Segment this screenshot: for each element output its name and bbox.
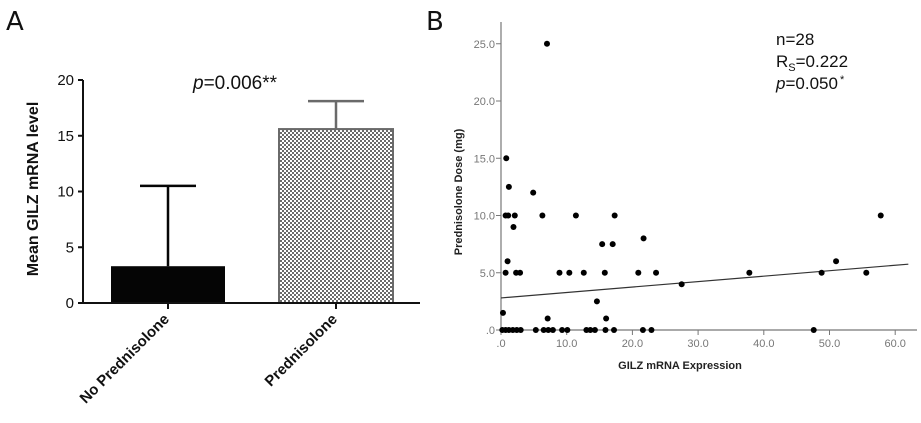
y-tick-label: 5.0 <box>480 268 495 280</box>
data-point <box>593 298 600 305</box>
data-point <box>517 327 524 333</box>
data-point <box>678 281 685 288</box>
data-point <box>543 40 550 47</box>
y-tick-label: 25.0 <box>474 39 495 51</box>
data-point <box>503 155 510 162</box>
data-point <box>609 241 616 248</box>
y-tick-label: 20.0 <box>474 96 495 108</box>
y-axis-title: Prednisolone Dose (mg) <box>453 128 465 255</box>
data-point <box>502 269 509 276</box>
data-point <box>505 183 512 190</box>
category-label: Prednisolone <box>262 311 341 390</box>
x-tick-label: 60.0 <box>884 338 905 350</box>
data-point <box>611 327 618 333</box>
bar-prednisolone <box>278 128 394 304</box>
rs-value: =0.222 <box>796 52 848 71</box>
category-label: No Prednisolone <box>77 311 173 407</box>
y-axis-ticks: 0 5 10 15 20 <box>57 72 83 312</box>
data-point <box>818 269 825 276</box>
y-axis-ticks: .0 5.0 10.0 15.0 20.0 25.0 <box>474 39 501 337</box>
data-point <box>556 269 563 276</box>
stats-box: n=28 RS=0.222 p=0.050 * <box>775 30 848 93</box>
y-tick-label: 10.0 <box>474 211 495 223</box>
data-point <box>572 212 579 219</box>
data-point <box>653 269 660 276</box>
data-point <box>544 315 551 322</box>
y-tick-label: .0 <box>486 325 495 337</box>
data-point <box>530 189 537 196</box>
data-point <box>877 212 884 219</box>
y-axis-title: Mean GILZ mRNA level <box>25 102 42 277</box>
data-point <box>564 327 571 333</box>
y-tick-label: 5 <box>66 239 74 256</box>
data-point <box>545 327 552 333</box>
data-point <box>648 327 655 333</box>
rs-main: R <box>776 52 788 71</box>
data-point <box>505 212 512 219</box>
y-tick-label: 15.0 <box>474 153 495 165</box>
y-tick-label: 0 <box>66 295 74 312</box>
data-point <box>566 269 573 276</box>
data-point <box>540 327 547 333</box>
category-labels: No Prednisolone Prednisolone <box>77 303 341 407</box>
data-point <box>549 327 556 333</box>
stat-rs: RS=0.222 <box>776 52 848 74</box>
x-tick-label: 40.0 <box>753 338 774 350</box>
p-italic: p <box>775 74 785 93</box>
y-tick-label: 10 <box>57 184 74 201</box>
data-point <box>833 258 840 265</box>
p-value-annotation: p=0.006** <box>192 73 278 94</box>
p-value: =0.050 <box>785 74 837 93</box>
data-point <box>499 309 506 316</box>
data-point <box>601 269 608 276</box>
data-point <box>504 258 511 265</box>
data-points <box>499 40 884 333</box>
data-point <box>591 327 598 333</box>
data-point <box>746 269 753 276</box>
x-tick-label: 20.0 <box>622 338 643 350</box>
data-point <box>517 269 524 276</box>
data-point <box>510 223 517 230</box>
data-point <box>559 327 566 333</box>
y-tick-label: 20 <box>57 72 74 89</box>
x-axis-ticks: .0 10.0 20.0 30.0 40.0 50.0 60.0 <box>496 330 906 350</box>
x-axis-title: GILZ mRNA Expression <box>618 360 742 372</box>
data-point <box>863 269 870 276</box>
regression-line <box>500 263 909 299</box>
panel-b-label: B <box>426 7 444 37</box>
p-value-text: =0.006** <box>204 73 278 94</box>
data-point <box>539 212 546 219</box>
stat-n: n=28 <box>776 30 814 49</box>
p-star: * <box>840 74 845 86</box>
data-point <box>640 235 647 242</box>
data-point <box>580 269 587 276</box>
x-tick-label: 30.0 <box>687 338 708 350</box>
data-point <box>587 327 594 333</box>
data-point <box>511 212 518 219</box>
panel-a-bar-chart: A p=0.006** Mean GILZ mRNA level 0 5 10 15 2… <box>6 7 420 407</box>
panel-b-scatter-plot: B Prednisolone Dose (mg) GILZ mRNA Expre… <box>426 7 917 372</box>
panel-a-label: A <box>6 7 24 37</box>
data-point <box>635 269 642 276</box>
data-point <box>602 327 609 333</box>
data-point <box>599 241 606 248</box>
data-point <box>603 315 610 322</box>
data-point <box>639 327 646 333</box>
data-point <box>810 327 817 333</box>
stat-p: p=0.050 * <box>775 74 845 93</box>
bar-no-prednisolone <box>111 266 225 303</box>
p-italic: p <box>192 73 204 94</box>
x-tick-label: .0 <box>496 338 505 350</box>
rs-sub: S <box>788 62 795 74</box>
x-tick-label: 10.0 <box>556 338 577 350</box>
y-tick-label: 15 <box>57 128 74 145</box>
bars <box>111 99 394 304</box>
data-point <box>532 327 539 333</box>
data-point <box>611 212 618 219</box>
x-tick-label: 50.0 <box>819 338 840 350</box>
